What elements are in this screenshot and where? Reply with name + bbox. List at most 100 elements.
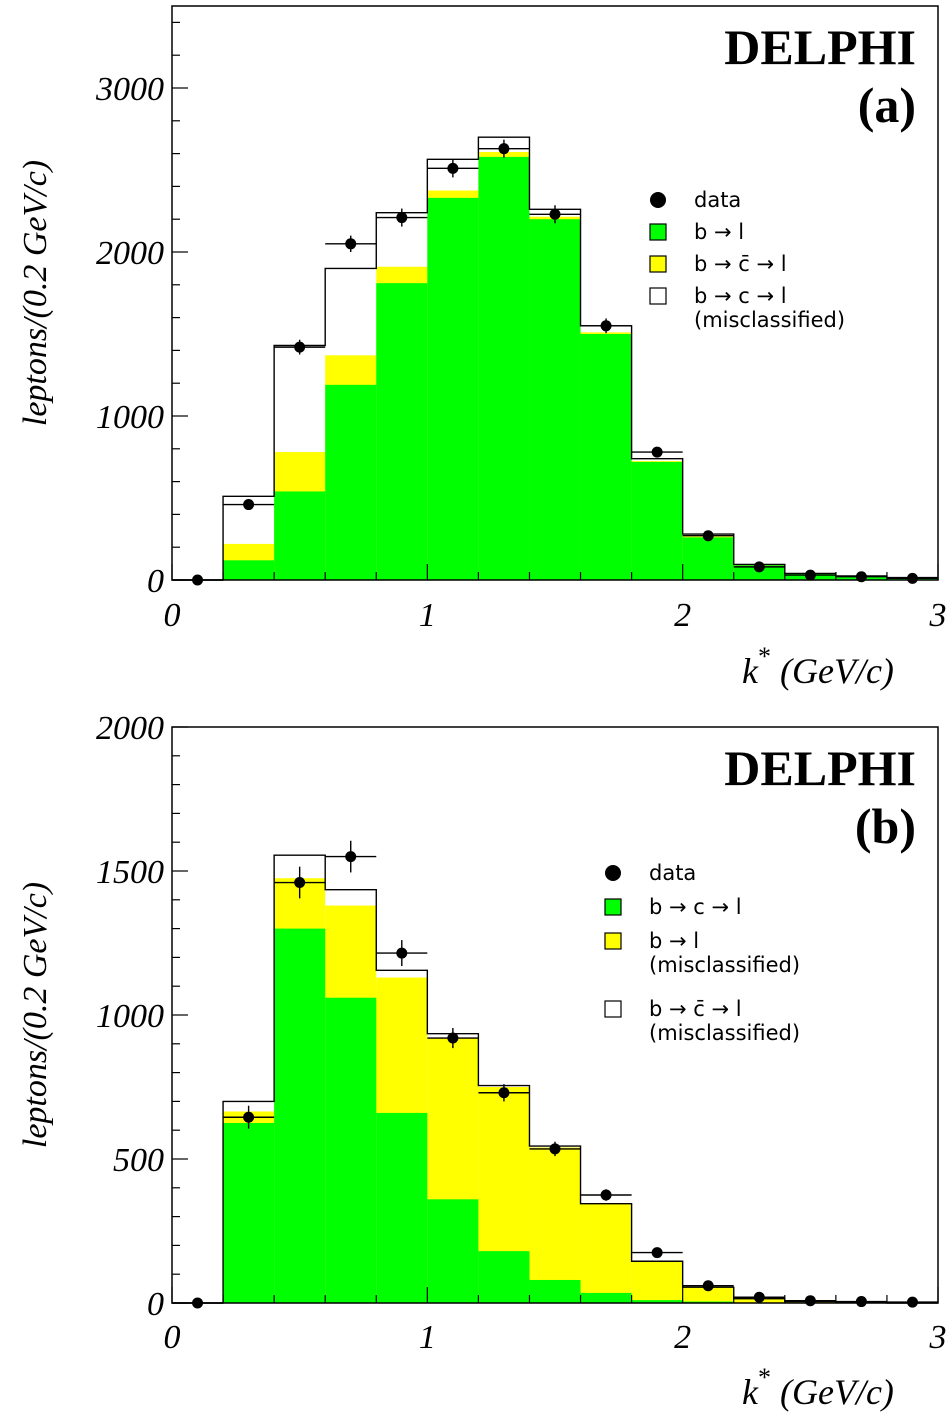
experiment-label: DELPHI [724,19,916,75]
x-tick-label: 1 [419,1319,436,1356]
x-tick-label: 0 [164,597,181,634]
legend-label-line2: (misclassified) [649,1021,800,1045]
data-point [294,877,306,889]
legend-label-line2: (misclassified) [694,308,845,332]
data-point [549,1143,561,1155]
legend-item: b → l [649,220,744,244]
bar-1-bin-3 [274,491,326,580]
bar-1-bin-9 [580,1292,632,1303]
bar-1-bin-12 [733,565,785,580]
legend-item: b → c → l(misclassified) [649,284,845,332]
data-point [447,162,459,174]
x-axis-title: k* (GeV/c) [742,642,894,691]
bar-1-bin-11 [682,537,734,580]
data-point [192,1297,204,1309]
y-tick-label: 3000 [95,71,164,108]
legend-swatch [604,898,622,916]
bar-1-bin-6 [427,1199,479,1303]
legend-label: b → c̄ → l [649,997,742,1021]
data-point [651,446,663,458]
y-tick-label: 1500 [96,854,164,891]
legend-label: data [694,188,741,212]
legend-label: b → l [649,929,699,953]
data-point [753,1291,765,1303]
panel-a: 0 1000 2000 3000 0 1 2 3 leptons/(0.2 GeV/c) k* (… [17,5,947,691]
data-point [600,320,612,332]
data-point [345,851,357,863]
data-point [753,561,765,573]
y-axis-title: leptons/(0.2 GeV/c) [17,160,54,426]
bar-1-bin-7 [478,1251,530,1303]
data-point [498,1087,510,1099]
data-point [855,1296,867,1308]
x-axis-title: k* (GeV/c) [742,1363,894,1412]
y-tick-label: 1000 [96,998,164,1035]
data-point [243,1111,255,1123]
legend-item: data [650,188,741,212]
legend-swatch [649,287,667,305]
bar-1-bin-8 [529,219,581,580]
y-tick-label: 500 [113,1142,164,1179]
legend-swatch [649,223,667,241]
bar-1-bin-10 [631,1300,683,1303]
legend-swatch [604,932,622,950]
data-point [906,1296,918,1308]
legend-item: b → c → l [604,895,742,919]
bar-2-bin-10 [631,1261,683,1303]
bar-1-bin-4 [325,384,377,580]
x-tick-label: 2 [674,597,691,634]
panel-label: (b) [855,798,916,854]
bar-2-bin-11 [682,1287,734,1303]
y-tick-label: 2000 [96,710,164,747]
bar-1-bin-2 [223,560,275,580]
data-point [702,530,714,542]
x-tick-label: 1 [419,597,436,634]
panel-label: (a) [858,77,916,133]
legend-item: b → c̄ → l(misclassified) [604,997,800,1045]
y-tick-label: 1000 [96,399,164,436]
bar-1-bin-3 [274,928,326,1303]
bar-1-bin-7 [478,156,530,580]
legend-label: b → c → l [649,895,742,919]
x-tick-label: 2 [674,1319,691,1356]
data-point [702,1280,714,1292]
data-point [447,1032,459,1044]
data-point [243,499,255,511]
y-tick-label: 2000 [96,235,164,272]
panel-b: 0 500 1000 1500 2000 0 1 2 3 leptons/(0.2 GeV/c) k… [17,710,947,1412]
legend-item: b → l(misclassified) [604,929,800,977]
legend-item: data [605,861,696,885]
data-point [804,1295,816,1307]
x-tick-label: 0 [164,1319,181,1356]
legend-swatch [604,1000,622,1018]
bar-1-bin-4 [325,997,377,1303]
legend-marker-dot [650,192,666,208]
legend-label: data [649,861,696,885]
data-point [192,574,204,586]
legend-label-line2: (misclassified) [649,953,800,977]
x-tick-label: 3 [929,597,947,634]
bar-1-bin-5 [376,283,428,580]
bar-1-bin-10 [631,461,683,580]
data-point [294,341,306,353]
data-point [498,143,510,155]
y-tick-label: 0 [147,563,164,600]
data-point [396,212,408,224]
y-tick-label: 0 [147,1286,164,1323]
data-point [396,947,408,959]
data-point [549,208,561,220]
x-tick-label: 3 [929,1319,947,1356]
data-point [804,569,816,581]
bar-1-bin-2 [223,1123,275,1303]
bar-1-bin-5 [376,1112,428,1303]
legend-item: b → c̄ → l [649,252,787,276]
legend-label: b → c → l [694,284,787,308]
legend-swatch [649,255,667,273]
bar-1-bin-6 [427,197,479,580]
data-point [345,238,357,250]
legend-label: b → c̄ → l [694,252,787,276]
data-point [600,1189,612,1201]
experiment-label: DELPHI [724,740,916,796]
bar-1-bin-8 [529,1279,581,1303]
